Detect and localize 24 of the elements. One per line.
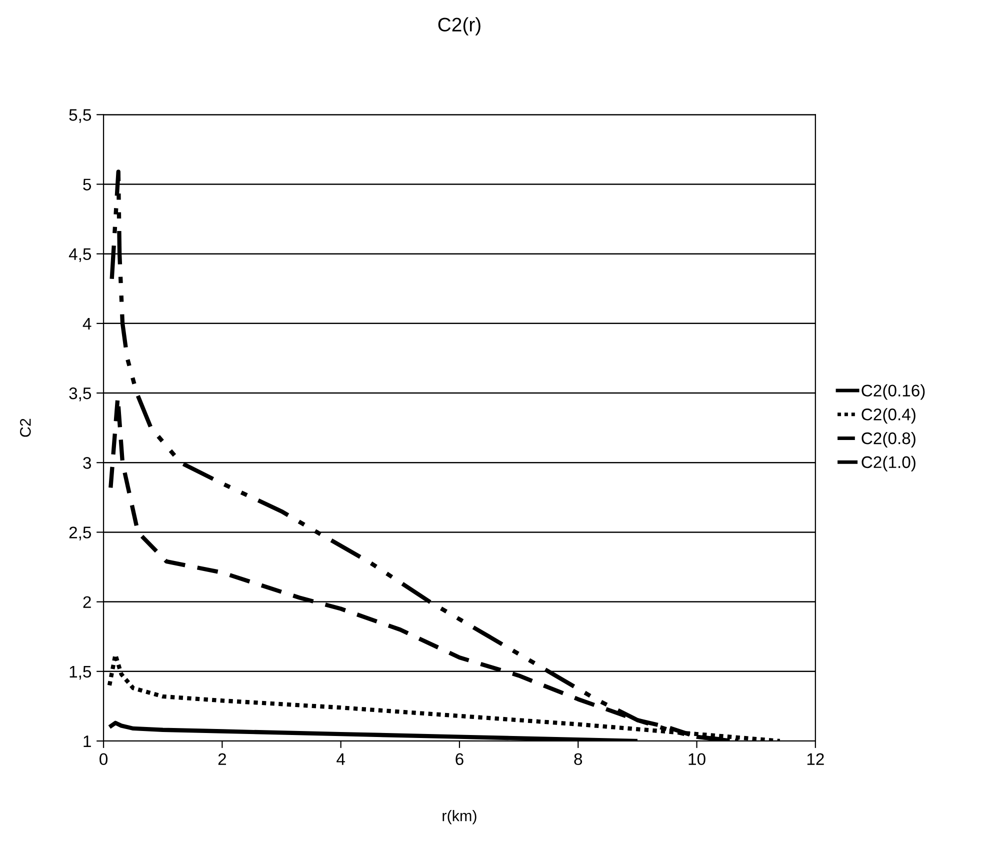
x-tick-label: 8 xyxy=(574,753,582,766)
y-tick-label: 3,5 xyxy=(69,387,92,402)
y-tick-label: 1 xyxy=(84,736,91,748)
y-axis-title: C2 xyxy=(20,418,31,437)
y-tick-label: 2,5 xyxy=(69,526,92,540)
x-tick-label: 10 xyxy=(688,753,706,766)
chart-title: C2(r) xyxy=(438,17,480,36)
x-axis-title: r(km) xyxy=(442,810,476,824)
x-tick-label: 4 xyxy=(336,753,345,765)
x-tick-label: 12 xyxy=(807,753,824,765)
x-tick-label: 0 xyxy=(100,753,108,766)
legend-label: C2(0.8) xyxy=(862,432,916,448)
x-tick-label: 6 xyxy=(456,753,464,766)
x-tick-label: 2 xyxy=(218,753,226,765)
y-tick-label: 1,5 xyxy=(70,666,92,680)
y-tick-label: 4,5 xyxy=(68,248,92,262)
y-tick-label: 4 xyxy=(82,318,92,330)
legend-label: C2(0.16) xyxy=(862,384,925,400)
y-tick-label: 2 xyxy=(83,596,91,608)
y-tick-label: 5,5 xyxy=(69,109,92,123)
y-tick-label: 3 xyxy=(83,457,91,469)
legend-label: C2(1.0) xyxy=(862,456,916,472)
y-tick-label: 5 xyxy=(83,178,92,190)
legend-label: C2(0.4) xyxy=(862,408,916,424)
